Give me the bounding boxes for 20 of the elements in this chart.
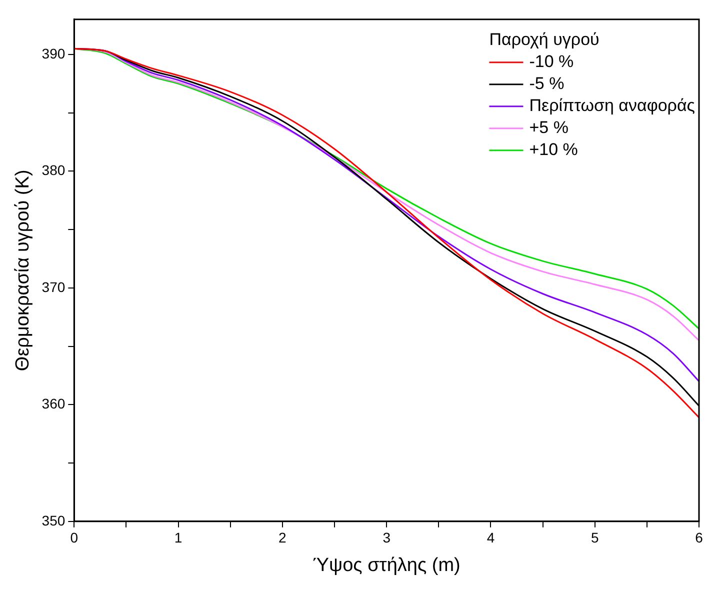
y-tick-label: 390 (42, 45, 66, 62)
y-tick-label: 370 (42, 278, 66, 295)
y-tick-label: 350 (42, 512, 66, 528)
legend-label: Περίπτωση αναφοράς (529, 96, 696, 116)
x-tick-label: 1 (174, 530, 182, 546)
x-tick-label: 0 (70, 530, 78, 546)
x-tick-label: 6 (695, 530, 704, 546)
y-tick-label: 380 (42, 162, 66, 178)
x-axis-title: Ύψος στήλης (m) (312, 554, 460, 576)
y-axis-title: Θερμοκρασία υγρού (K) (12, 170, 34, 372)
legend-label: -5 % (529, 74, 564, 94)
legend-label: +5 % (529, 118, 568, 138)
x-tick-label: 5 (590, 530, 599, 546)
y-tick-label: 360 (42, 396, 66, 412)
legend-label: +10 % (529, 140, 578, 160)
x-tick-label: 4 (486, 530, 495, 546)
legend-title: Παροχή υγρού (489, 30, 600, 50)
legend-label: -10 % (529, 52, 574, 72)
x-tick-label: 2 (278, 530, 287, 546)
x-tick-label: 3 (382, 530, 391, 546)
